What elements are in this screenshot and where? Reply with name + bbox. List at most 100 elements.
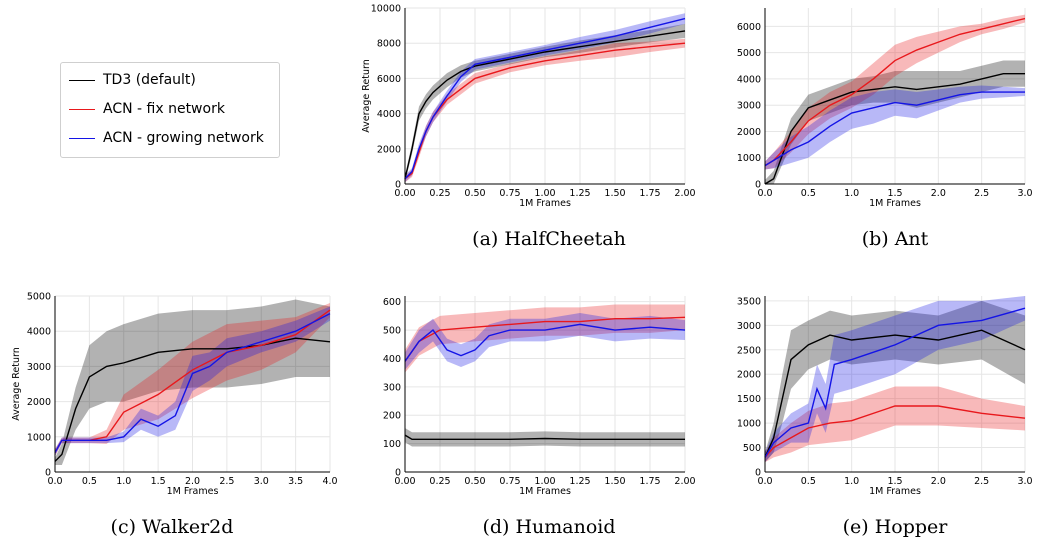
y-tick-label: 0 xyxy=(45,468,51,479)
x-tick-label: 0.5 xyxy=(801,188,816,199)
x-tick-label: 0.75 xyxy=(499,188,520,199)
y-tick-label: 3000 xyxy=(27,362,51,373)
series-line-growing-network xyxy=(764,307,1026,458)
caption-walker2d: (c) Walker2d xyxy=(110,516,234,538)
x-tick-label: 1.0 xyxy=(844,188,859,199)
caption-humanoid: (d) Humanoid xyxy=(482,516,616,538)
x-tick-label: 0.25 xyxy=(429,476,450,487)
x-tick-label: 2.0 xyxy=(185,476,200,487)
y-tick-label: 8000 xyxy=(377,39,401,50)
x-tick-label: 0.00 xyxy=(394,476,415,487)
x-tick-label: 1.25 xyxy=(569,476,590,487)
y-tick-label: 4000 xyxy=(27,327,51,338)
series-line-fix-network xyxy=(764,17,1026,167)
series-line-growing-network xyxy=(404,323,686,362)
x-tick-label: 0.00 xyxy=(394,188,415,199)
x-tick-label: 1.5 xyxy=(151,476,166,487)
y-tick-label: 4000 xyxy=(377,109,401,120)
x-tick-label: 0.25 xyxy=(429,188,450,199)
band-fix-network xyxy=(765,386,1025,463)
band-growing-network xyxy=(405,313,685,370)
band-td3 xyxy=(405,23,685,183)
y-tick-label: 400 xyxy=(383,354,401,365)
x-tick-label: 0.0 xyxy=(47,476,62,487)
y-tick-label: 2000 xyxy=(737,127,761,138)
x-tick-label: 2.5 xyxy=(219,476,234,487)
band-growing-network xyxy=(405,13,685,183)
x-tick-label: 1.0 xyxy=(116,476,131,487)
series-line-growing-network xyxy=(54,312,331,453)
legend-entry-td3: TD3 (default) xyxy=(69,69,196,91)
band-fix-network xyxy=(405,38,685,183)
x-tick-label: 1.5 xyxy=(887,188,902,199)
y-tick-label: 300 xyxy=(383,382,401,393)
x-tick-label: 0.0 xyxy=(757,476,772,487)
x-tick-label: 1.50 xyxy=(604,476,625,487)
y-tick-label: 100 xyxy=(383,439,401,450)
chart-humanoid: 0.00 0.25 0.50 0.75 1.00 1.25 1.50 1.75 2.00 0 100… xyxy=(383,296,696,497)
chart-halfcheetah: 0.00 0.25 0.50 0.75 1.00 1.25 1.50 1.75 2.00 0 200… xyxy=(361,4,696,210)
x-tick-label: 0.75 xyxy=(499,476,520,487)
series-line-fix-network xyxy=(404,42,686,180)
y-tick-label: 500 xyxy=(383,326,401,337)
series-line-td3 xyxy=(764,329,1026,458)
x-tick-label: 1.25 xyxy=(569,188,590,199)
y-tick-label: 2500 xyxy=(737,345,761,356)
legend-swatch-fix-network xyxy=(69,108,95,110)
legend-entry-growing-network: ACN - growing network xyxy=(69,127,264,149)
legend-label-td3: TD3 (default) xyxy=(103,72,196,88)
legend-swatch-growing-network xyxy=(69,137,95,139)
y-tick-label: 10000 xyxy=(371,4,401,15)
series-line-td3 xyxy=(404,30,686,179)
x-tick-label: 0.0 xyxy=(757,188,772,199)
y-tick-label: 200 xyxy=(383,411,401,422)
x-tick-label: 2.0 xyxy=(931,188,946,199)
x-tick-label: 1.00 xyxy=(534,188,555,199)
band-td3 xyxy=(765,300,1025,463)
band-fix-network xyxy=(405,304,685,373)
x-axis-label: 1M Frames xyxy=(519,486,571,497)
legend-swatch-td3 xyxy=(69,79,95,81)
series-line-fix-network xyxy=(764,405,1026,458)
y-tick-label: 600 xyxy=(383,297,401,308)
band-growing-network xyxy=(765,296,1025,463)
x-tick-label: 2.00 xyxy=(674,188,695,199)
band-fix-network xyxy=(765,14,1025,170)
y-tick-label: 1000 xyxy=(737,153,761,164)
chart-hopper: 0.0 0.5 1.0 1.5 2.0 2.5 3.0 0 500 1000 1500 2000 250… xyxy=(737,296,1033,497)
y-axis-label: Average Return xyxy=(11,347,22,421)
band-td3 xyxy=(55,299,330,465)
x-tick-label: 3.0 xyxy=(1017,188,1032,199)
x-tick-label: 3.5 xyxy=(288,476,303,487)
y-tick-label: 2000 xyxy=(377,144,401,155)
band-td3 xyxy=(405,428,685,447)
x-tick-label: 1.50 xyxy=(604,188,625,199)
legend: TD3 (default) ACN - fix network ACN - gr… xyxy=(60,62,280,158)
y-tick-label: 3000 xyxy=(737,101,761,112)
legend-label-growing-network: ACN - growing network xyxy=(103,130,264,146)
x-axis-label: 1M Frames xyxy=(519,198,571,209)
x-tick-label: 1.75 xyxy=(639,476,660,487)
band-growing-network xyxy=(55,306,330,457)
x-tick-label: 1.00 xyxy=(534,476,555,487)
legend-entry-fix-network: ACN - fix network xyxy=(69,98,225,120)
x-tick-label: 0.50 xyxy=(464,476,485,487)
y-tick-label: 1000 xyxy=(27,432,51,443)
x-axis-label: 1M Frames xyxy=(167,486,219,497)
x-tick-label: 4.0 xyxy=(322,476,337,487)
y-tick-label: 5000 xyxy=(27,292,51,303)
series-line-td3 xyxy=(404,434,685,441)
x-tick-label: 1.0 xyxy=(844,476,859,487)
y-tick-label: 500 xyxy=(743,443,761,454)
y-tick-label: 2000 xyxy=(27,397,51,408)
legend-label-fix-network: ACN - fix network xyxy=(103,101,225,117)
x-tick-label: 2.0 xyxy=(931,476,946,487)
y-tick-label: 0 xyxy=(755,180,761,191)
y-tick-label: 5000 xyxy=(737,48,761,59)
series-line-growing-network xyxy=(764,91,1025,167)
y-tick-label: 0 xyxy=(755,468,761,479)
x-axis-label: 1M Frames xyxy=(869,486,921,497)
y-tick-label: 1500 xyxy=(737,394,761,405)
x-tick-label: 2.5 xyxy=(974,188,989,199)
